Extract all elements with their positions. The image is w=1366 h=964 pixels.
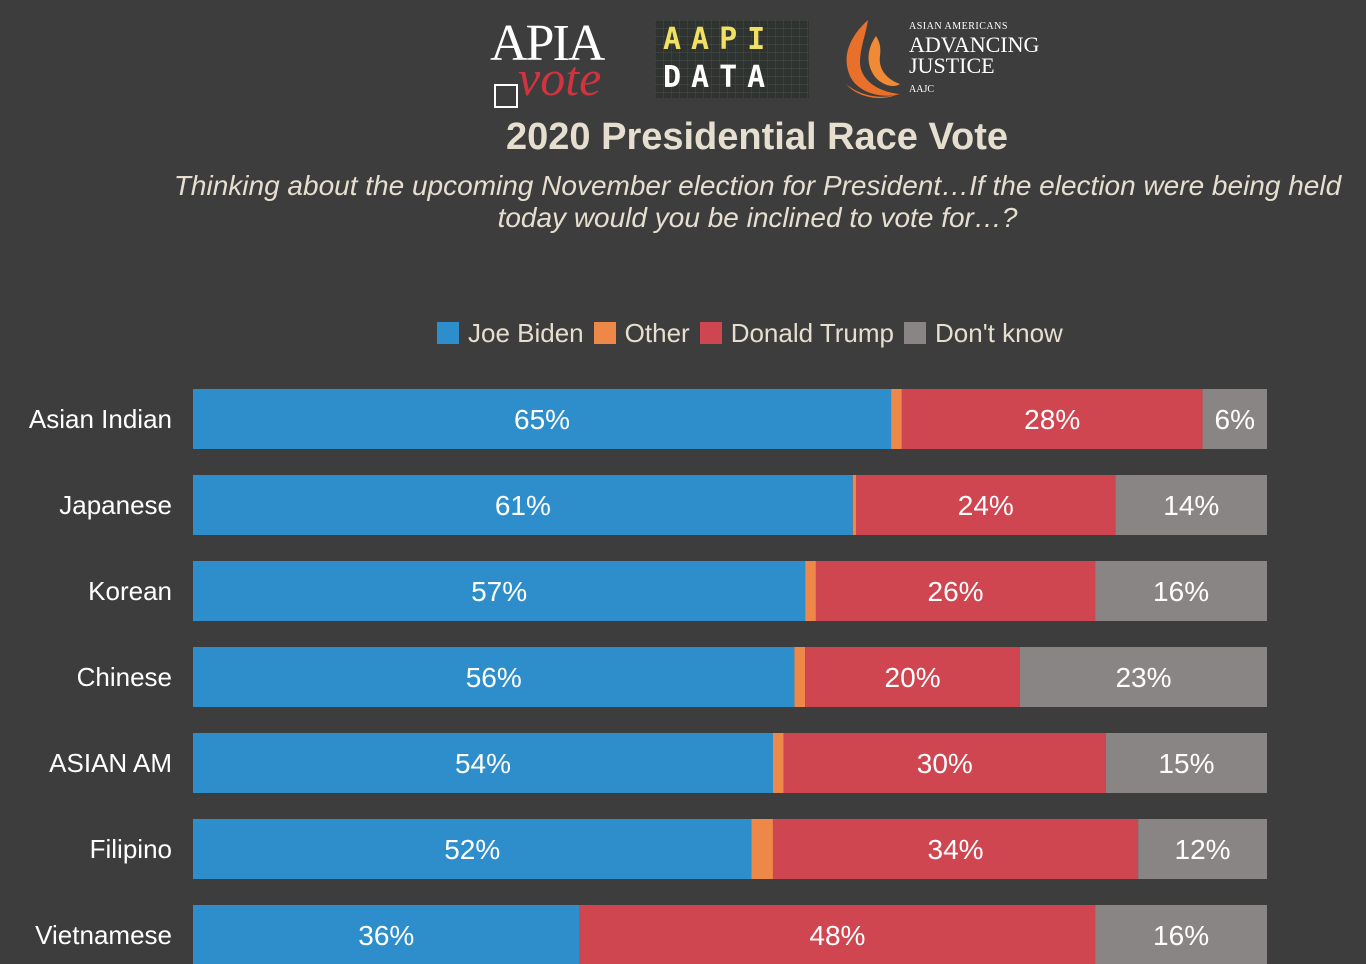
data-label-joe-biden-chinese: 56% [466, 662, 522, 693]
flame-icon [846, 20, 900, 99]
aajc-logo-line4: AAJC [909, 84, 935, 95]
data-label-don-t-know-filipino: 12% [1175, 834, 1231, 865]
chart-title: 2020 Presidential Race Vote [506, 116, 1008, 158]
bar-other-filipino [751, 819, 773, 879]
category-label-vietnamese: Vietnamese [35, 920, 172, 950]
data-label-donald-trump-asian-am: 30% [917, 748, 973, 779]
bar-joe-biden-chinese [193, 647, 795, 707]
data-label-don-t-know-korean: 16% [1153, 576, 1209, 607]
data-label-joe-biden-korean: 57% [471, 576, 527, 607]
aapi-logo-text: AAPI [663, 22, 776, 57]
legend-swatch-dont-know [904, 322, 926, 344]
data-label-don-t-know-asian-am: 15% [1158, 748, 1214, 779]
bar-joe-biden-japanese [193, 475, 853, 535]
data-label-donald-trump-filipino: 34% [928, 834, 984, 865]
bar-joe-biden-korean [193, 561, 806, 621]
category-label-asian-am: ASIAN AM [49, 748, 172, 778]
legend-item-dont-know: Don't know [904, 318, 1063, 349]
bar-don-t-know-chinese [1019, 647, 1267, 707]
bar-other-korean [805, 561, 816, 621]
data-label-joe-biden-vietnamese: 36% [358, 920, 414, 951]
data-label-don-t-know-japanese: 14% [1163, 490, 1219, 521]
data-label-joe-biden-asian-am: 54% [455, 748, 511, 779]
legend-swatch-other [593, 322, 616, 344]
data-logo-text: DATA [663, 60, 776, 95]
data-label-joe-biden-japanese: 61% [495, 490, 551, 521]
legend-item-trump: Donald Trump [699, 317, 894, 349]
data-label-joe-biden-filipino: 52% [444, 834, 500, 865]
data-label-don-t-know-chinese: 23% [1115, 662, 1171, 693]
bar-don-t-know-asian-indian [1202, 389, 1267, 449]
category-label-chinese: Chinese [77, 662, 172, 692]
vote-logo-text: vote [518, 50, 602, 106]
apia-vote-logo: APIA vote [490, 15, 635, 108]
bar-other-japanese [852, 475, 857, 535]
legend-label-dont-know: Don't know [935, 317, 1063, 348]
legend-item-other: Other [593, 317, 690, 349]
legend-item-biden: Joe Biden [437, 318, 584, 349]
chart-subtitle: Thinking about the upcoming November ele… [173, 170, 1342, 233]
bar-joe-biden-asian-am [193, 733, 773, 793]
apia-logo-text: APIA [490, 15, 605, 72]
bar-donald-trump-chinese [805, 647, 1020, 707]
legend-label-biden: Joe Biden [468, 317, 584, 348]
bar-donald-trump-korean [815, 561, 1096, 621]
bar-other-asian-am [772, 733, 784, 793]
aajc-logo-line2: ADVANCING [909, 32, 1040, 57]
legend-swatch-biden [437, 322, 459, 344]
aajc-logo-line3: JUSTICE [909, 53, 995, 78]
bar-donald-trump-asian-indian [901, 389, 1203, 449]
legend-label-trump: Donald Trump [730, 317, 894, 348]
legend-label-other: Other [624, 317, 690, 348]
bar-don-t-know-japanese [1115, 475, 1267, 535]
bar-don-t-know-korean [1095, 561, 1267, 621]
aajc-logo-line1: ASIAN AMERICANS [909, 21, 1008, 32]
bar-donald-trump-vietnamese [579, 905, 1096, 964]
legend-swatch-trump [699, 322, 722, 344]
data-label-donald-trump-chinese: 20% [885, 662, 941, 693]
bar-donald-trump-asian-am [783, 733, 1106, 793]
category-label-asian-indian: Asian Indian [29, 404, 172, 434]
category-label-korean: Korean [88, 576, 172, 606]
data-label-donald-trump-vietnamese: 48% [809, 920, 865, 951]
bar-joe-biden-asian-indian [193, 389, 892, 449]
category-label-filipino: Filipino [90, 834, 172, 864]
bar-joe-biden-filipino [193, 819, 752, 879]
data-label-don-t-know-asian-indian: 6% [1215, 404, 1255, 435]
data-label-donald-trump-korean: 26% [928, 576, 984, 607]
bar-don-t-know-filipino [1138, 819, 1267, 879]
bar-other-asian-indian [891, 389, 902, 449]
bar-other-chinese [794, 647, 806, 707]
checkbox-icon [494, 84, 518, 108]
chart-legend: Joe Biden Other Donald Trump Don't know [437, 316, 1073, 350]
bar-donald-trump-filipino [772, 819, 1139, 879]
bar-don-t-know-asian-am [1105, 733, 1267, 793]
aapi-data-logo: AAPI DATA [655, 20, 809, 98]
aajc-logo: ASIAN AMERICANS ADVANCING JUSTICE AAJC [838, 18, 1058, 102]
data-label-joe-biden-asian-indian: 65% [514, 404, 570, 435]
bar-don-t-know-vietnamese [1095, 905, 1267, 964]
bar-donald-trump-japanese [856, 475, 1116, 535]
data-label-don-t-know-vietnamese: 16% [1153, 920, 1209, 951]
data-label-donald-trump-asian-indian: 28% [1024, 404, 1080, 435]
category-label-japanese: Japanese [59, 490, 172, 520]
data-label-donald-trump-japanese: 24% [958, 490, 1014, 521]
bar-joe-biden-vietnamese [193, 905, 580, 964]
